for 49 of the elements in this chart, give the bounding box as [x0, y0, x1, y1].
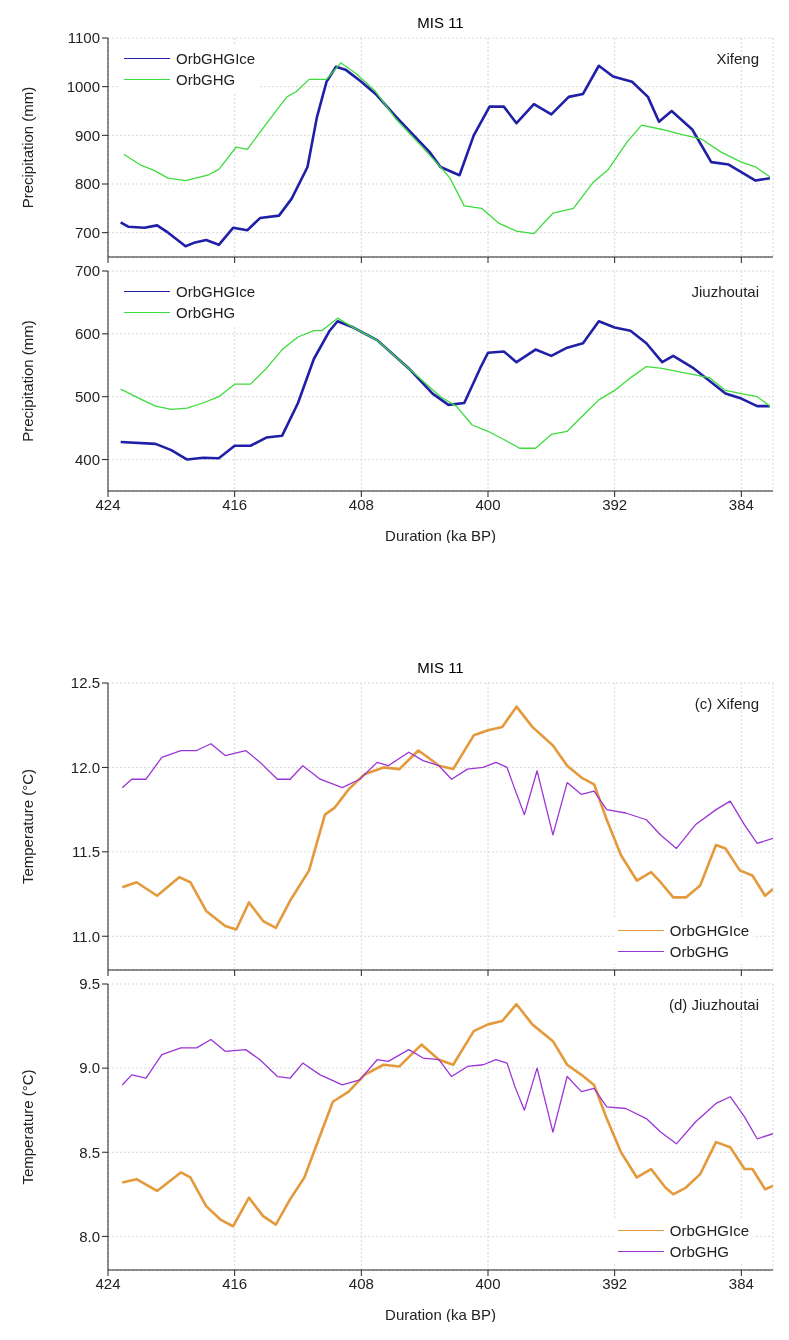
x-tick-label: 416 [222, 1274, 248, 1292]
y-tick-label: 500 [74, 388, 100, 406]
annotation: (c) Xifeng [694, 695, 759, 712]
chart-title: MIS 11 [416, 659, 465, 676]
y-axis-title: Temperature (°C) [19, 768, 37, 885]
x-tick-label: 408 [348, 495, 374, 513]
x-tick-label: 424 [95, 495, 121, 513]
legend-label: OrbGHG [669, 942, 729, 962]
y-tick-label: 9.0 [79, 1059, 100, 1077]
y-tick-label: 9.5 [79, 975, 100, 993]
y-axis-title: Precipitation (mm) [19, 86, 37, 209]
x-tick-label: 392 [602, 1274, 628, 1292]
y-tick-label: 1100 [67, 29, 100, 47]
x-tick-label: 384 [728, 1274, 754, 1292]
annotation: (d) Jiuzhoutai [668, 996, 759, 1013]
y-tick-label: 1000 [66, 77, 100, 95]
y-axis-title: Precipitation (mm) [19, 320, 37, 442]
x-tick-label: 408 [348, 1274, 374, 1292]
x-tick-label: 400 [475, 495, 501, 513]
annotation: Jiuzhoutai [691, 283, 759, 300]
y-tick-label: 11.5 [71, 843, 100, 861]
y-axis-title: Temperature (°C) [19, 1069, 37, 1185]
y-tick-label: 400 [74, 450, 100, 468]
y-tick-label: 900 [74, 126, 100, 144]
line-series [121, 1038, 773, 1145]
y-tick-label: 12.0 [70, 758, 100, 776]
x-tick-label: 392 [602, 495, 628, 513]
y-tick-label: 800 [74, 175, 100, 193]
y-tick-label: 700 [74, 223, 100, 241]
legend-label: OrbGHG [669, 1242, 729, 1262]
y-tick-label: 600 [74, 325, 100, 343]
legend-label: OrbGHG [176, 303, 236, 323]
line-series [121, 743, 773, 850]
legend-label: OrbGHG [176, 70, 236, 90]
legend-label: OrbGHGIce [669, 1221, 749, 1241]
x-tick-label: 384 [728, 495, 754, 513]
chart-title: MIS 11 [416, 14, 465, 31]
y-tick-label: 700 [74, 262, 100, 280]
x-tick-label: 424 [95, 1274, 121, 1292]
legend-label: OrbGHGIce [176, 282, 256, 302]
y-tick-label: 8.0 [79, 1227, 100, 1245]
y-tick-label: 12.5 [70, 674, 100, 692]
legend-label: OrbGHGIce [176, 49, 256, 69]
annotation: Xifeng [716, 50, 759, 67]
y-tick-label: 11.0 [71, 927, 100, 945]
y-tick-label: 8.5 [79, 1143, 100, 1161]
x-tick-label: 416 [222, 495, 248, 513]
x-tick-label: 400 [475, 1274, 501, 1292]
legend-label: OrbGHGIce [669, 921, 749, 941]
